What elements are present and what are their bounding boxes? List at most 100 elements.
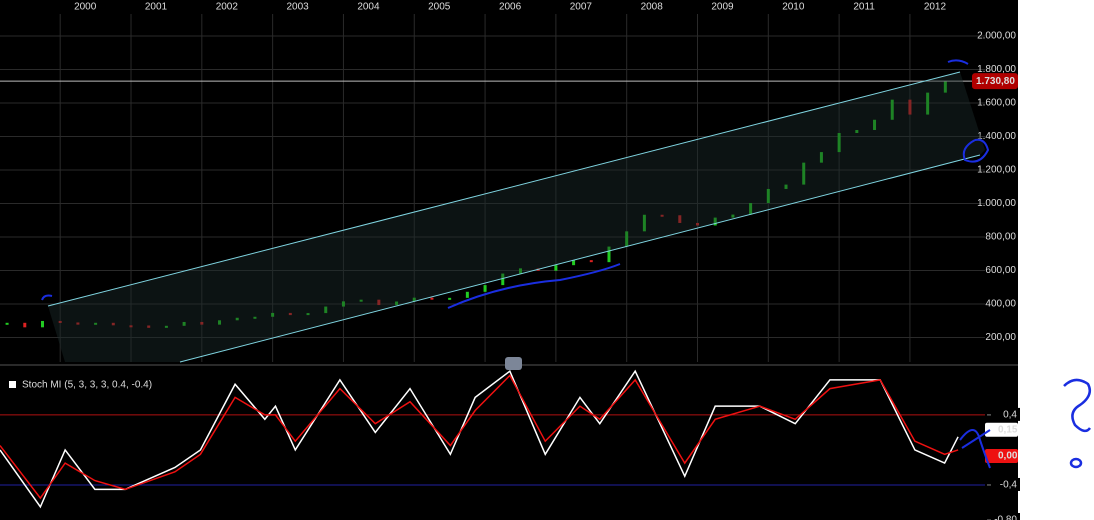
y-tick-label: 400,00: [985, 299, 1016, 310]
question-mark: [1063, 378, 1092, 469]
y-tick-label: 2.000,00: [977, 31, 1016, 42]
last-price-box: [972, 73, 1018, 90]
last-value-label: 0,15: [998, 424, 1018, 435]
x-tick-label: 2011: [853, 2, 875, 13]
price-bar: [164, 325, 168, 328]
panel-title: Stoch MI (5, 3, 3, 3, 0.4, -0.4): [22, 380, 152, 391]
background: [0, 0, 1018, 520]
y-tick-label: 1.200,00: [977, 165, 1016, 176]
price-bar: [58, 320, 62, 323]
y-tick-label: 1.000,00: [977, 198, 1016, 209]
y-tick-label: 1.600,00: [977, 98, 1016, 109]
y-tick-label: 600,00: [985, 265, 1016, 276]
tick-box: [996, 407, 1020, 421]
stoch-line: [0, 369, 959, 509]
price-bar: [271, 312, 275, 317]
price-bar: [642, 214, 646, 232]
price-bar: [731, 214, 735, 218]
y-tick-label: 800,00: [985, 232, 1016, 243]
price-bar: [943, 81, 947, 93]
last-value-box: [985, 448, 1018, 463]
price-bar: [926, 92, 930, 115]
stoch-line: [0, 374, 959, 500]
price-bar: [341, 301, 345, 307]
price-bar: [678, 215, 682, 223]
price-bar: [94, 322, 98, 325]
price-bar: [908, 99, 912, 115]
price-bar: [819, 152, 823, 163]
price-bar: [40, 320, 44, 328]
price-bar: [784, 184, 788, 189]
y-tick-label: 1.800,00: [977, 64, 1016, 75]
price-bar: [607, 246, 611, 263]
price-bar: [660, 214, 664, 217]
x-tick-label: 2012: [924, 2, 947, 13]
tick-box: [996, 513, 1020, 520]
x-tick-label: 2000: [74, 2, 97, 13]
annotations: [41, 59, 991, 469]
x-tick-label: 2003: [287, 2, 310, 13]
price-bar: [749, 203, 753, 215]
resize-handle[interactable]: [505, 357, 522, 370]
price-bar: [465, 291, 469, 298]
price-bar: [288, 312, 292, 316]
x-tick-label: 2005: [428, 2, 451, 13]
price-bar: [802, 162, 806, 185]
x-tick-label: 2007: [570, 2, 593, 13]
channel-lower: [179, 154, 981, 363]
price-bar: [23, 322, 27, 328]
price-bar: [324, 306, 328, 314]
price-bar: [713, 217, 717, 226]
price-bar: [625, 231, 629, 247]
price-bar: [696, 222, 700, 226]
price-bar: [572, 260, 576, 266]
x-tick-label: 2006: [499, 2, 522, 13]
price-bar: [766, 188, 770, 204]
x-tick-label: 2010: [782, 2, 805, 13]
x-tick-label: 2008: [641, 2, 664, 13]
price-bar: [501, 273, 505, 286]
stoch-panel: Stoch MI (5, 3, 3, 3, 0.4, -0.4) 0,4 -0,4 -…: [0, 369, 1020, 520]
channel-upper: [47, 71, 961, 307]
price-bar: [855, 129, 859, 134]
price-panel: 2000 2001 2002 2003 2004 2005 2006 2007 2008 2009…: [0, 2, 1018, 362]
price-bar: [589, 260, 593, 263]
price-bar: [412, 297, 416, 302]
y-tick-label: 0,4: [1003, 410, 1017, 421]
price-bar: [430, 297, 434, 300]
y-tick-label: 1.400,00: [977, 131, 1016, 142]
price-bar: [377, 299, 381, 306]
price-bar: [518, 268, 522, 274]
y-tick-label: 200,00: [985, 332, 1016, 343]
price-bar: [147, 325, 151, 328]
price-bar: [306, 313, 310, 316]
price-bar: [395, 301, 399, 306]
x-tick-label: 2009: [711, 2, 734, 13]
price-bar: [483, 285, 487, 292]
price-bar: [129, 325, 133, 328]
price-bar: [5, 322, 9, 325]
price-bar: [111, 322, 115, 326]
last-value-label: 0,00: [998, 451, 1018, 462]
channel-fill: [48, 72, 985, 362]
price-bar: [890, 99, 894, 120]
tick-box: [996, 477, 1020, 491]
price-bar: [76, 322, 80, 325]
price-bar: [182, 321, 186, 326]
x-tick-label: 2001: [145, 2, 168, 13]
last-price-label: 1.730,80: [976, 76, 1015, 87]
legend-swatch: [9, 381, 16, 388]
price-bar: [253, 316, 257, 319]
y-tick-label: -0,4: [1000, 480, 1018, 491]
price-bar: [200, 321, 204, 325]
x-tick-label: 2002: [216, 2, 239, 13]
last-value-box: [985, 422, 1018, 437]
price-bar: [554, 265, 558, 271]
price-bar: [235, 317, 239, 321]
x-tick-label: 2004: [357, 2, 380, 13]
price-bar: [873, 119, 877, 130]
price-bar: [448, 297, 452, 300]
price-bar: [837, 133, 841, 153]
